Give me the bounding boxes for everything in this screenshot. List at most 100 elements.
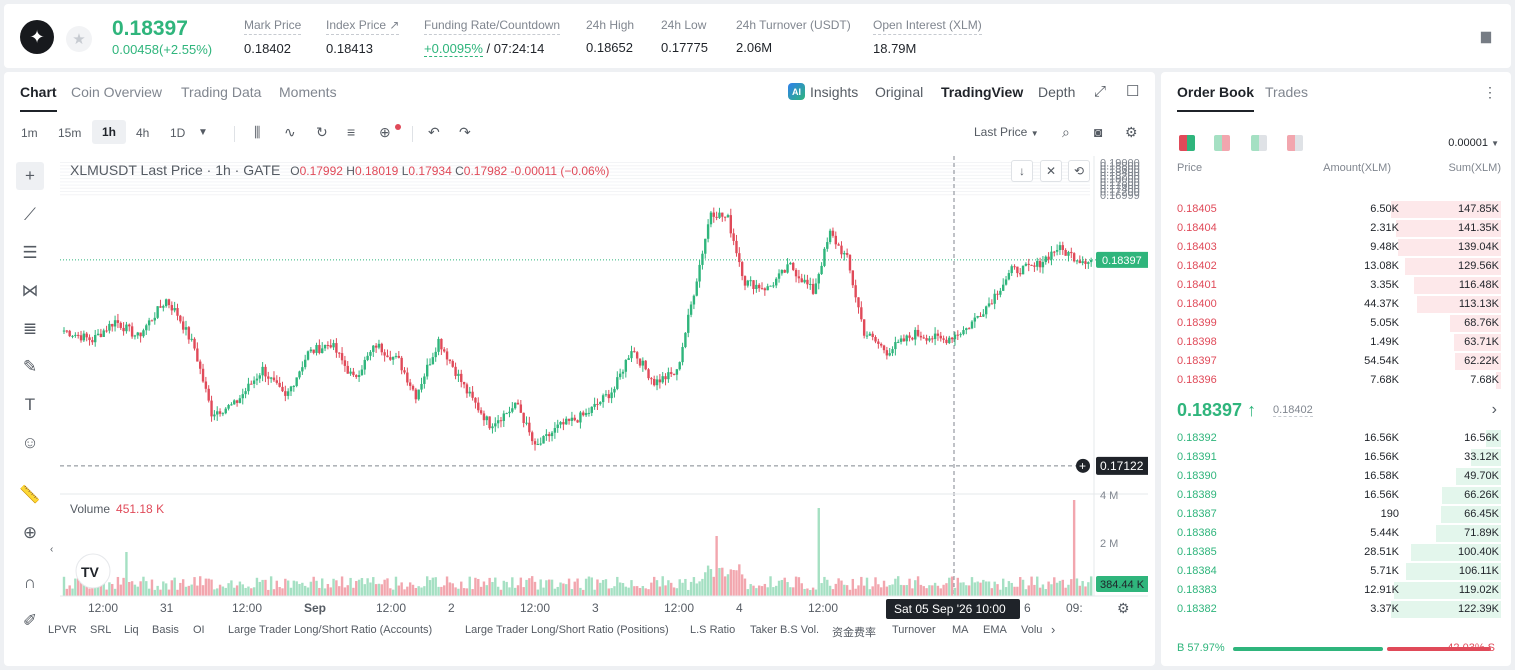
indicator-basis[interactable]: Basis bbox=[152, 624, 179, 636]
settings-gear-icon[interactable]: ⚙ bbox=[1125, 124, 1138, 140]
emoji-icon[interactable]: ☺ bbox=[21, 433, 39, 452]
indicator-srl[interactable]: SRL bbox=[90, 624, 112, 636]
camera-icon[interactable]: ◙ bbox=[1094, 124, 1103, 140]
index-price-stat[interactable]: Index Price ↗ 0.18413 bbox=[326, 18, 400, 56]
indicator-liq[interactable]: Liq bbox=[124, 624, 139, 636]
price-chart[interactable]: 0.19000 0.18800 0.18600 0.18400 0.18200 0.180… bbox=[60, 156, 1148, 666]
candlestick-chart[interactable]: 0.190000.188000.186000.184000.182000.180… bbox=[60, 156, 1148, 666]
ask-row[interactable]: 0.18399 5.05K 68.76K bbox=[1161, 314, 1511, 333]
fib-levels-icon[interactable]: ≣ bbox=[22, 319, 38, 338]
tab-trades[interactable]: Trades bbox=[1265, 84, 1309, 100]
view-buy-only-icon[interactable] bbox=[1251, 135, 1267, 151]
indicator-ma[interactable]: MA bbox=[952, 624, 969, 636]
indicator-taker[interactable]: Taker B.S Vol. bbox=[750, 624, 820, 636]
templates-icon[interactable]: ≡ bbox=[347, 124, 356, 140]
ask-row[interactable]: 0.18398 1.49K 63.71K bbox=[1161, 333, 1511, 352]
interval-4h[interactable]: 4h bbox=[136, 126, 150, 140]
fullscreen-icon[interactable]: ☐ bbox=[1126, 83, 1140, 100]
time-settings-icon[interactable]: ⚙ bbox=[1117, 600, 1130, 616]
bid-row[interactable]: 0.18383 12.91K 119.02K bbox=[1161, 581, 1511, 600]
add-indicator-icon[interactable]: ⊕ bbox=[379, 124, 391, 140]
expand-icon[interactable]: ⤢ bbox=[1094, 83, 1107, 100]
text-tool-icon[interactable]: T bbox=[24, 395, 36, 414]
reset-chart-icon[interactable]: ⟲ bbox=[1068, 160, 1090, 182]
indicator-lt-positions[interactable]: Large Trader Long/Short Ratio (Positions… bbox=[465, 624, 669, 636]
trend-line-icon[interactable]: ⟋ bbox=[24, 205, 36, 224]
ruler-icon[interactable]: 📏 bbox=[19, 485, 41, 504]
view-tradingview[interactable]: TradingView bbox=[941, 84, 1024, 100]
indicator-funding[interactable]: 资金费率 bbox=[832, 627, 876, 639]
brush-icon[interactable]: ✎ bbox=[22, 357, 38, 376]
bid-row[interactable]: 0.18387 190 66.45K bbox=[1161, 505, 1511, 524]
ask-row[interactable]: 0.18400 44.37K 113.13K bbox=[1161, 295, 1511, 314]
undo-icon[interactable]: ↶ bbox=[428, 124, 440, 140]
ask-amount: 5.05K bbox=[1370, 317, 1399, 329]
view-original[interactable]: Original bbox=[875, 84, 924, 100]
view-insights[interactable]: Insights bbox=[810, 84, 859, 100]
collapse-icon[interactable]: ✕ bbox=[1040, 160, 1062, 182]
ask-row[interactable]: 0.18403 9.48K 139.04K bbox=[1161, 238, 1511, 257]
ask-row[interactable]: 0.18404 2.31K 141.35K bbox=[1161, 219, 1511, 238]
funding-rate-stat[interactable]: Funding Rate/Countdown +0.0095% / 07:24:… bbox=[424, 18, 561, 57]
indicator-turnover[interactable]: Turnover bbox=[892, 624, 936, 636]
lock-drawings-icon[interactable]: ✐ bbox=[22, 611, 38, 630]
indicator-volume[interactable]: Volu bbox=[1021, 624, 1043, 636]
bid-row[interactable]: 0.18382 3.37K 122.39K bbox=[1161, 600, 1511, 619]
ask-row[interactable]: 0.18397 54.54K 62.22K bbox=[1161, 352, 1511, 371]
ask-amount: 44.37K bbox=[1364, 298, 1399, 310]
chevron-right-icon[interactable]: › bbox=[1051, 622, 1056, 637]
ask-row[interactable]: 0.18396 7.68K 7.68K bbox=[1161, 371, 1511, 390]
candle-type-icon[interactable]: ⫼ bbox=[254, 124, 261, 140]
more-options-icon[interactable]: ⋮ bbox=[1483, 84, 1497, 100]
precision-select[interactable]: 0.00001 ▼ bbox=[1448, 137, 1499, 149]
indicator-ema[interactable]: EMA bbox=[983, 624, 1007, 636]
interval-dropdown-icon[interactable]: ▼ bbox=[198, 127, 208, 138]
open-interest-stat[interactable]: Open Interest (XLM) 18.79M bbox=[873, 18, 982, 56]
ask-row[interactable]: 0.18402 13.08K 129.56K bbox=[1161, 257, 1511, 276]
indicator-lpvr[interactable]: LPVR bbox=[48, 624, 77, 636]
view-sell-only-icon[interactable] bbox=[1287, 135, 1303, 151]
tab-order-book[interactable]: Order Book bbox=[1177, 84, 1255, 112]
tab-coin-overview[interactable]: Coin Overview bbox=[71, 84, 163, 100]
search-icon[interactable]: ⌕ bbox=[1062, 124, 1070, 140]
compare-icon[interactable]: ↻ bbox=[316, 124, 328, 140]
price-source-select[interactable]: Last Price ▼ bbox=[974, 125, 1039, 139]
bid-row[interactable]: 0.18391 16.56K 33.12K bbox=[1161, 448, 1511, 467]
interval-1m[interactable]: 1m bbox=[21, 126, 38, 140]
interval-1h[interactable]: 1h bbox=[92, 120, 127, 144]
view-depth[interactable]: Depth bbox=[1038, 84, 1076, 100]
view-both-icon[interactable] bbox=[1179, 135, 1195, 151]
scroll-down-icon[interactable]: ↓ bbox=[1011, 160, 1033, 182]
collapse-left-icon[interactable]: ‹ bbox=[50, 544, 54, 555]
bid-row[interactable]: 0.18390 16.58K 49.70K bbox=[1161, 467, 1511, 486]
crosshair-icon[interactable]: + bbox=[16, 162, 44, 190]
candle-body bbox=[814, 283, 818, 294]
tab-moments[interactable]: Moments bbox=[279, 84, 337, 100]
chevron-right-icon[interactable]: › bbox=[1491, 401, 1497, 418]
indicator-ls-ratio[interactable]: L.S Ratio bbox=[690, 624, 736, 636]
interval-1d[interactable]: 1D bbox=[170, 126, 186, 140]
mark-price-stat[interactable]: Mark Price 0.18402 bbox=[244, 18, 302, 56]
tab-chart[interactable]: Chart bbox=[20, 84, 57, 112]
bid-row[interactable]: 0.18384 5.71K 106.11K bbox=[1161, 562, 1511, 581]
favorite-star-icon[interactable]: ★ bbox=[66, 26, 92, 52]
zoom-in-icon[interactable]: ⊕ bbox=[22, 523, 38, 542]
magnet-icon[interactable]: ∩ bbox=[23, 573, 37, 592]
indicators-icon[interactable]: ∿ bbox=[284, 124, 296, 140]
ask-row[interactable]: 0.18405 6.50K 147.85K bbox=[1161, 200, 1511, 219]
bid-row[interactable]: 0.18385 28.51K 100.40K bbox=[1161, 543, 1511, 562]
ask-row[interactable]: 0.18401 3.35K 116.48K bbox=[1161, 276, 1511, 295]
interval-15m[interactable]: 15m bbox=[58, 126, 82, 140]
bid-row[interactable]: 0.18392 16.56K 16.56K bbox=[1161, 429, 1511, 448]
indicator-oi[interactable]: OI bbox=[193, 624, 205, 636]
redo-icon[interactable]: ↷ bbox=[459, 124, 471, 140]
horizontal-lines-icon[interactable]: ☰ bbox=[22, 243, 38, 262]
guide-book-icon[interactable]: ▆ bbox=[1481, 28, 1491, 43]
volume-bar bbox=[301, 582, 304, 596]
indicator-lt-accounts[interactable]: Large Trader Long/Short Ratio (Accounts) bbox=[228, 624, 433, 636]
view-bids-icon[interactable] bbox=[1214, 135, 1230, 151]
pattern-icon[interactable]: ⋈ bbox=[21, 281, 39, 300]
bid-row[interactable]: 0.18389 16.56K 66.26K bbox=[1161, 486, 1511, 505]
bid-row[interactable]: 0.18386 5.44K 71.89K bbox=[1161, 524, 1511, 543]
tab-trading-data[interactable]: Trading Data bbox=[181, 84, 262, 100]
